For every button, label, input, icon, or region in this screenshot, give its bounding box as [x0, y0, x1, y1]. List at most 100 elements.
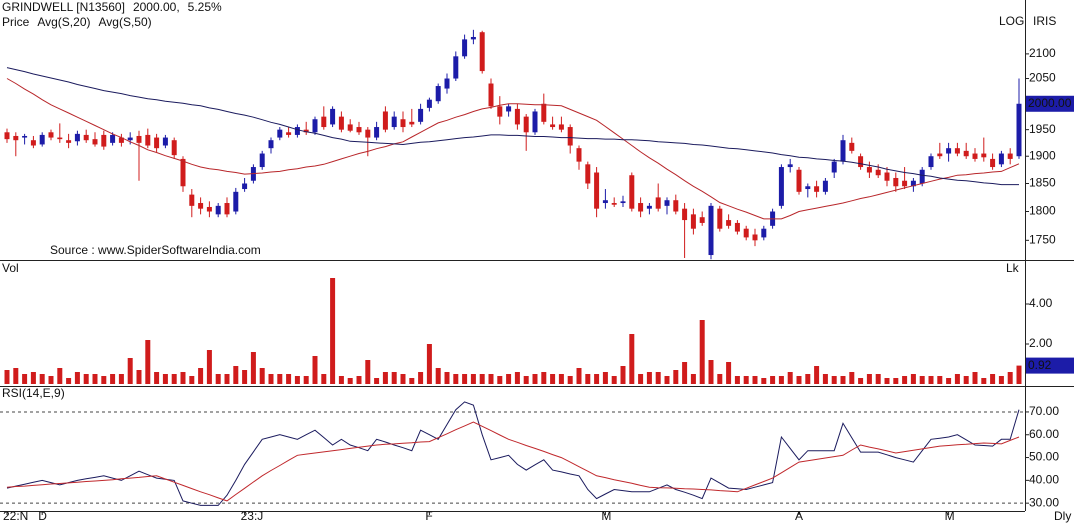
volume-bar [708, 360, 714, 384]
candle-body [57, 137, 63, 140]
volume-bar [523, 376, 529, 384]
candle-body [74, 133, 80, 142]
x-tick-label: M [601, 509, 611, 523]
candle-body [66, 140, 72, 143]
candle-body [136, 135, 142, 143]
volume-bar [840, 376, 846, 384]
volume-bar [567, 376, 573, 384]
y-tick-label: 1800 [1029, 204, 1056, 218]
x-tick-label: 23:J [241, 509, 264, 523]
candle-body [937, 153, 943, 157]
x-tick-label: M [945, 509, 955, 523]
volume-bar [259, 368, 265, 384]
volume-bar [682, 362, 688, 384]
y-tick-label: 50.00 [1029, 450, 1059, 464]
x-tick-label: F [425, 509, 432, 523]
volume-bar [858, 378, 864, 384]
candle-body [162, 137, 168, 146]
candle-body [646, 205, 652, 209]
candle-body [145, 134, 151, 146]
candle-body [101, 134, 107, 147]
volume-bar [66, 378, 72, 384]
x-tick-label: A [795, 509, 803, 523]
y-tick-label: 2100 [1029, 46, 1056, 60]
volume-bar [822, 374, 828, 384]
moving-average-line [6, 78, 1020, 220]
candle-body [743, 228, 749, 238]
volume-bar [638, 374, 644, 384]
candle-body [1016, 103, 1022, 157]
candle-body [558, 124, 564, 130]
volume-bar [778, 376, 784, 384]
volume-bar [1016, 365, 1022, 384]
candle-body [391, 116, 397, 128]
candle-body [946, 148, 952, 154]
volume-bar [250, 352, 256, 384]
candle-body [30, 140, 36, 146]
scale-label: IRIS [1033, 14, 1056, 28]
volume-bar [594, 374, 600, 384]
candle-body [277, 129, 283, 138]
volume-bar [4, 370, 10, 384]
rsi-line [6, 401, 1020, 506]
volume-bar [57, 368, 63, 384]
volume-bar [558, 374, 564, 384]
candle-body [259, 153, 265, 168]
candle-body [726, 220, 732, 226]
volume-bar [206, 350, 212, 384]
candle-body [778, 167, 784, 206]
candle-body [699, 217, 705, 223]
volume-bar [462, 374, 468, 384]
volume-bar [224, 374, 230, 384]
volume-bar [541, 372, 547, 384]
volume-bar [981, 378, 987, 384]
y-tick-label: 40.00 [1029, 473, 1059, 487]
candle-body [110, 134, 116, 143]
volume-bar [162, 374, 168, 384]
volume-bar [752, 376, 758, 384]
candle-body [268, 140, 274, 149]
candle-body [426, 99, 432, 108]
candle-body [506, 106, 512, 112]
volume-bar [136, 370, 142, 384]
candle-body [963, 150, 969, 157]
volume-bar [400, 374, 406, 384]
volume-bar [796, 376, 802, 384]
volume-bar [286, 374, 292, 384]
candle-body [13, 135, 19, 141]
volume-bar [453, 374, 459, 384]
candle-body [567, 127, 573, 146]
volume-bar [277, 374, 283, 384]
candle-body [374, 127, 380, 138]
candle-body [585, 164, 591, 184]
candle-body [602, 200, 608, 204]
volume-bar [717, 374, 723, 384]
volume-bar [154, 372, 160, 384]
candle-body [796, 169, 802, 192]
volume-bar [444, 372, 450, 384]
last-value-label: 0.92 [1028, 358, 1052, 372]
volume-bar [690, 374, 696, 384]
volume-bar [514, 372, 520, 384]
candle-body [444, 78, 450, 89]
volume-bar [127, 358, 133, 384]
candle-body [198, 203, 204, 209]
moving-average-line [6, 67, 1019, 186]
candle-body [48, 132, 54, 138]
volume-bar [673, 370, 679, 384]
candle-body [690, 214, 696, 229]
volume-bar [382, 372, 388, 384]
volume-bar [550, 374, 556, 384]
volume-bar [356, 376, 362, 384]
candle-body [330, 108, 336, 125]
candle-body [814, 186, 820, 192]
volume-bar [39, 374, 45, 384]
volume-bar [1007, 372, 1013, 384]
panel-title: Vol [2, 261, 19, 275]
volume-bar [937, 376, 943, 384]
legend-item: Price [2, 15, 30, 29]
volume-bar [576, 368, 582, 384]
